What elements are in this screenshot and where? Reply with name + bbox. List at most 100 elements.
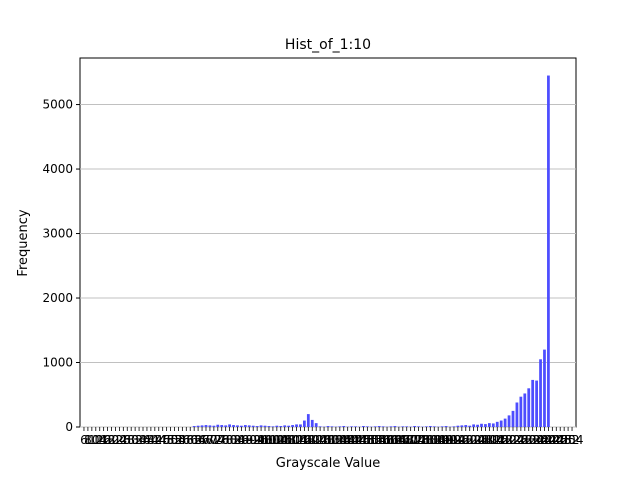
y-tick-label: 5000 bbox=[42, 98, 73, 112]
bar bbox=[468, 425, 472, 427]
x-tick-label: 76 bbox=[214, 433, 229, 447]
x-tick-label: 196 bbox=[446, 433, 469, 447]
bar bbox=[196, 425, 200, 427]
x-tick-label: 20 bbox=[104, 433, 119, 447]
x-tick-label: 50 bbox=[163, 433, 178, 447]
x-tick-label: 150 bbox=[356, 433, 379, 447]
x-tick-label: 194 bbox=[442, 433, 465, 447]
bar bbox=[236, 425, 239, 427]
y-tick-label: 1000 bbox=[42, 356, 73, 370]
bar bbox=[251, 425, 255, 427]
x-tick-label: 30 bbox=[124, 433, 139, 447]
x-tick-label: 114 bbox=[285, 433, 308, 447]
x-tick-label: 238 bbox=[529, 433, 552, 447]
bar bbox=[389, 426, 393, 427]
bar bbox=[295, 424, 298, 427]
bar bbox=[444, 426, 448, 427]
x-tick-label: 216 bbox=[486, 433, 509, 447]
bar bbox=[228, 424, 231, 427]
x-tick-label: 28 bbox=[120, 433, 135, 447]
bar bbox=[338, 426, 342, 427]
bar bbox=[287, 425, 291, 427]
bar bbox=[381, 426, 385, 427]
x-tick-label: 38 bbox=[139, 433, 154, 447]
x-tick-label: 72 bbox=[206, 433, 221, 447]
x-tick-label: 8 bbox=[84, 433, 92, 447]
bar bbox=[472, 424, 476, 427]
x-tick-label: 128 bbox=[313, 433, 336, 447]
bar bbox=[212, 425, 216, 427]
bar bbox=[440, 426, 444, 427]
bar bbox=[283, 425, 287, 427]
x-tick-label: 108 bbox=[273, 433, 296, 447]
y-tick-label: 3000 bbox=[42, 227, 73, 241]
x-tick-label: 170 bbox=[395, 433, 418, 447]
bar bbox=[484, 424, 487, 427]
x-tick-label: 88 bbox=[238, 433, 253, 447]
bar bbox=[200, 425, 204, 427]
x-tick-label: 70 bbox=[202, 433, 217, 447]
y-tick-label: 4000 bbox=[42, 162, 73, 176]
x-tick-label: 16 bbox=[96, 433, 111, 447]
bar bbox=[417, 426, 420, 427]
bar bbox=[271, 426, 275, 427]
bar bbox=[519, 396, 523, 427]
x-tick-label: 52 bbox=[167, 433, 182, 447]
x-tick-label: 84 bbox=[230, 433, 245, 447]
x-tick-label: 126 bbox=[309, 433, 332, 447]
x-axis-label: Grayscale Value bbox=[276, 456, 380, 471]
x-tick-label: 168 bbox=[391, 433, 414, 447]
x-tick-label: 56 bbox=[175, 433, 190, 447]
bar bbox=[535, 380, 538, 427]
x-tick-label: 40 bbox=[143, 433, 158, 447]
bar bbox=[460, 425, 464, 427]
x-tick-label: 94 bbox=[250, 433, 265, 447]
bar bbox=[247, 425, 251, 427]
bar bbox=[263, 425, 267, 427]
bar bbox=[326, 426, 330, 427]
bar bbox=[543, 349, 546, 427]
bar bbox=[255, 426, 259, 427]
bar bbox=[275, 425, 279, 427]
x-tick-label: 140 bbox=[336, 433, 359, 447]
x-tick-label: 118 bbox=[293, 433, 316, 447]
bar bbox=[393, 426, 397, 427]
x-tick-label: 156 bbox=[368, 433, 391, 447]
bar bbox=[425, 426, 428, 427]
bar bbox=[330, 426, 334, 427]
bar bbox=[428, 426, 432, 427]
x-tick-label: 208 bbox=[470, 433, 493, 447]
x-tick-label: 146 bbox=[348, 433, 371, 447]
x-tick-label: 116 bbox=[289, 433, 312, 447]
x-tick-label: 228 bbox=[509, 433, 532, 447]
x-tick-label: 78 bbox=[218, 433, 233, 447]
x-tick-label: 144 bbox=[344, 433, 367, 447]
plot-frame bbox=[79, 57, 577, 428]
bar bbox=[456, 425, 460, 427]
bar bbox=[291, 425, 294, 427]
x-tick-label: 202 bbox=[458, 433, 481, 447]
x-tick-label: 134 bbox=[324, 433, 347, 447]
bar bbox=[401, 426, 405, 427]
x-tick-label: 214 bbox=[482, 433, 505, 447]
x-tick-label: 220 bbox=[494, 433, 517, 447]
bar bbox=[306, 414, 310, 427]
x-tick-label: 172 bbox=[399, 433, 422, 447]
x-tick-label: 162 bbox=[380, 433, 403, 447]
x-tick-label: 82 bbox=[226, 433, 241, 447]
x-tick-label: 250 bbox=[553, 433, 576, 447]
x-tick-label: 234 bbox=[521, 433, 544, 447]
x-tick-label: 240 bbox=[533, 433, 556, 447]
x-tick-label: 44 bbox=[151, 433, 166, 447]
bar bbox=[464, 425, 468, 427]
x-tick-label: 90 bbox=[242, 433, 257, 447]
bar bbox=[373, 426, 377, 427]
bar bbox=[303, 420, 306, 427]
x-tick-label: 32 bbox=[127, 433, 142, 447]
x-tick-label: 80 bbox=[222, 433, 237, 447]
bar bbox=[279, 426, 283, 427]
bar bbox=[220, 425, 224, 427]
bar bbox=[342, 426, 346, 427]
x-tick-label: 92 bbox=[246, 433, 261, 447]
